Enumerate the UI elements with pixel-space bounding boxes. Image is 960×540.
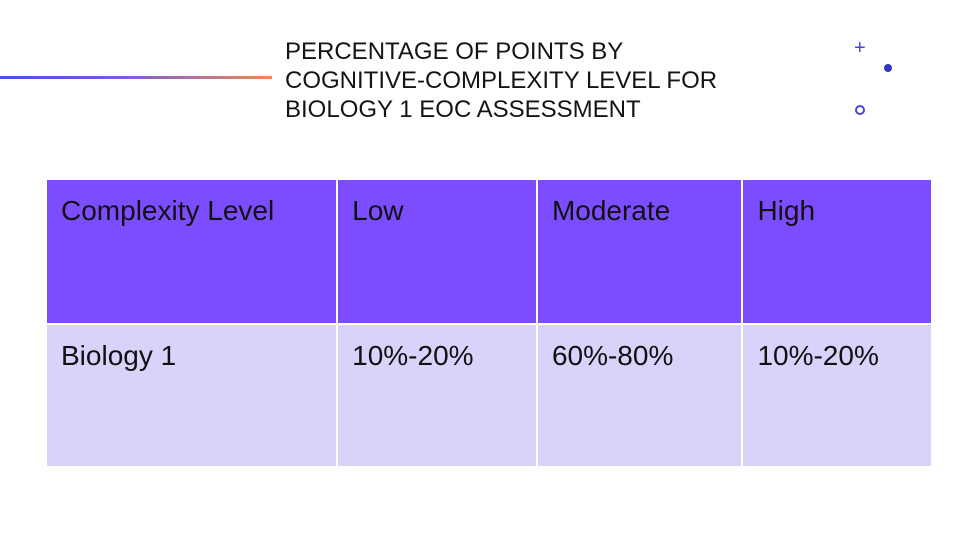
table-header-row: Complexity Level Low Moderate High: [44, 178, 933, 325]
row-label-biology-1: Biology 1: [44, 323, 339, 468]
cell-low-value: 10%-20%: [336, 323, 538, 468]
page-title: PERCENTAGE OF POINTS BY COGNITIVE-COMPLE…: [285, 37, 845, 124]
title-line-3: BIOLOGY 1 EOC ASSESSMENT: [285, 96, 641, 123]
header-cell-moderate: Moderate: [535, 178, 744, 325]
cell-moderate-value: 60%-80%: [535, 323, 744, 468]
ring-icon: [855, 105, 865, 115]
title-line-1: PERCENTAGE OF POINTS BY: [285, 38, 624, 65]
header-cell-low: Low: [336, 178, 538, 325]
accent-line: [0, 76, 272, 79]
cell-high-value: 10%-20%: [741, 323, 933, 468]
plus-icon: +: [854, 37, 866, 59]
table-row: Biology 1 10%-20% 60%-80% 10%-20%: [44, 323, 933, 468]
header-cell-high: High: [741, 178, 933, 325]
complexity-table: Complexity Level Low Moderate High Biolo…: [44, 178, 933, 468]
header-cell-complexity-level: Complexity Level: [44, 178, 339, 325]
title-line-2: COGNITIVE-COMPLEXITY LEVEL FOR: [285, 67, 718, 94]
dot-icon: [884, 64, 892, 72]
